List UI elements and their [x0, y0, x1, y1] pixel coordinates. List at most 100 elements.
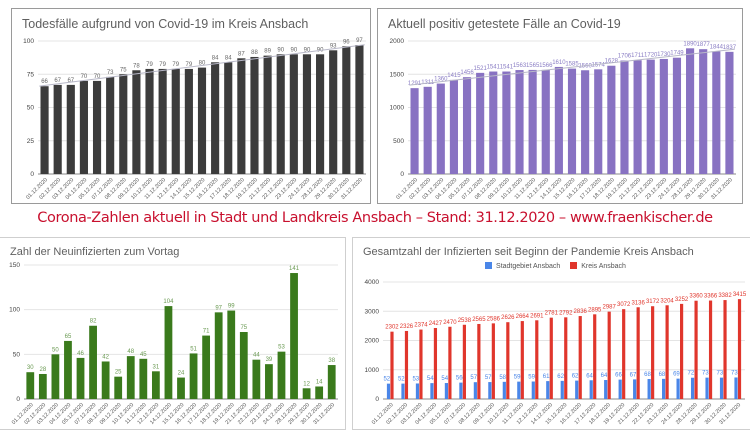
y-tick-label: 75 — [27, 71, 35, 78]
bar — [101, 361, 110, 399]
bar — [355, 44, 364, 174]
bar — [92, 80, 102, 174]
data-label: 1628 — [605, 59, 619, 65]
data-label: 1565 — [526, 63, 540, 69]
bar — [607, 65, 616, 174]
data-label: 75 — [120, 67, 127, 73]
bar — [646, 59, 655, 175]
bar — [250, 56, 259, 174]
bar — [126, 356, 135, 399]
data-label: 1706 — [618, 54, 632, 60]
bar — [197, 67, 207, 174]
bar — [404, 330, 409, 399]
bar — [589, 380, 593, 399]
bar — [694, 300, 698, 399]
data-label: 88 — [251, 50, 258, 56]
data-label: 14 — [316, 379, 323, 385]
bar — [423, 86, 432, 174]
data-label: 731 — [717, 371, 728, 377]
data-label: 671 — [630, 372, 641, 378]
y-tick-label: 1000 — [365, 367, 380, 374]
bar — [433, 328, 438, 399]
data-label: 90 — [277, 47, 284, 53]
data-label: 1730 — [657, 52, 671, 58]
chart-svg: 025507510001.12.202002.12.202003.12.2020… — [23, 38, 366, 201]
bar — [575, 380, 579, 399]
bar — [549, 317, 553, 399]
data-label: 1560 — [578, 63, 592, 69]
bar — [315, 386, 324, 399]
bar — [502, 71, 511, 174]
bar — [462, 324, 466, 399]
bar — [66, 84, 75, 174]
data-label: 79 — [159, 62, 166, 68]
bar — [214, 312, 223, 399]
data-label: 2326 — [400, 324, 414, 330]
bar — [419, 329, 423, 399]
data-label: 48 — [127, 349, 134, 355]
data-label: 649 — [601, 373, 612, 379]
data-label: 3072 — [617, 302, 631, 308]
y-tick-label: 500 — [393, 138, 404, 145]
data-label: 70 — [94, 74, 101, 80]
data-label: 696 — [673, 372, 684, 378]
data-label: 2427 — [429, 321, 443, 327]
data-label: 1720 — [644, 53, 658, 59]
bar — [607, 311, 611, 399]
bar — [342, 46, 351, 174]
data-label: 79 — [186, 62, 193, 68]
data-label: 546 — [441, 376, 452, 382]
bar — [473, 382, 477, 399]
bar — [114, 376, 123, 399]
y-tick-label: 0 — [16, 396, 20, 403]
bar — [53, 84, 62, 174]
data-label: 51 — [190, 346, 197, 352]
bar — [40, 86, 49, 174]
chart-title: Aktuell positiv getestete Fälle an Covid… — [388, 17, 621, 31]
bar — [158, 68, 167, 174]
bar — [665, 305, 669, 399]
data-label: 65 — [65, 334, 72, 340]
data-label: 579 — [485, 375, 496, 381]
bar — [139, 358, 148, 399]
bar — [289, 54, 298, 174]
bar — [51, 354, 60, 399]
chart-panel-total-infections: Gesamtzahl der Infizierten seit Beginn d… — [352, 237, 750, 430]
data-label: 84 — [212, 55, 219, 61]
bar — [132, 70, 141, 174]
bar — [26, 372, 35, 399]
bar — [567, 68, 577, 174]
data-label: 620 — [557, 374, 568, 380]
bar — [633, 379, 637, 399]
chart-svg: 05010015001.12.202002.12.202003.12.20200… — [9, 262, 338, 426]
bar — [211, 62, 220, 174]
legend-label-stadt: Stadtgebiet Ansbach — [496, 263, 561, 270]
data-label: 3252 — [675, 297, 689, 303]
data-label: 1749 — [670, 51, 684, 57]
bar — [151, 371, 160, 399]
bar — [401, 383, 405, 399]
legend-label-kreis: Kreis Ansbach — [581, 263, 626, 270]
legend-swatch-kreis — [570, 262, 578, 269]
bar — [506, 322, 510, 399]
bar — [737, 299, 742, 399]
page-banner: Corona-Zahlen aktuell in Stadt und Landk… — [37, 210, 713, 226]
y-tick-label: 0 — [400, 171, 404, 178]
bar — [459, 382, 463, 399]
bar — [119, 74, 128, 174]
data-label: 3204 — [660, 298, 674, 304]
data-label: 2895 — [588, 307, 602, 313]
data-label: 89 — [264, 49, 271, 55]
bar — [477, 323, 481, 399]
data-label: 560 — [456, 376, 467, 382]
data-label: 1585 — [565, 62, 579, 68]
y-tick-label: 2000 — [365, 338, 380, 345]
bar — [252, 359, 261, 399]
bar — [448, 326, 452, 399]
data-label: 727 — [688, 371, 699, 377]
bar — [528, 69, 537, 174]
bar — [594, 69, 603, 174]
trendline — [39, 44, 365, 87]
bar — [64, 340, 72, 399]
data-label: 75 — [240, 325, 247, 331]
